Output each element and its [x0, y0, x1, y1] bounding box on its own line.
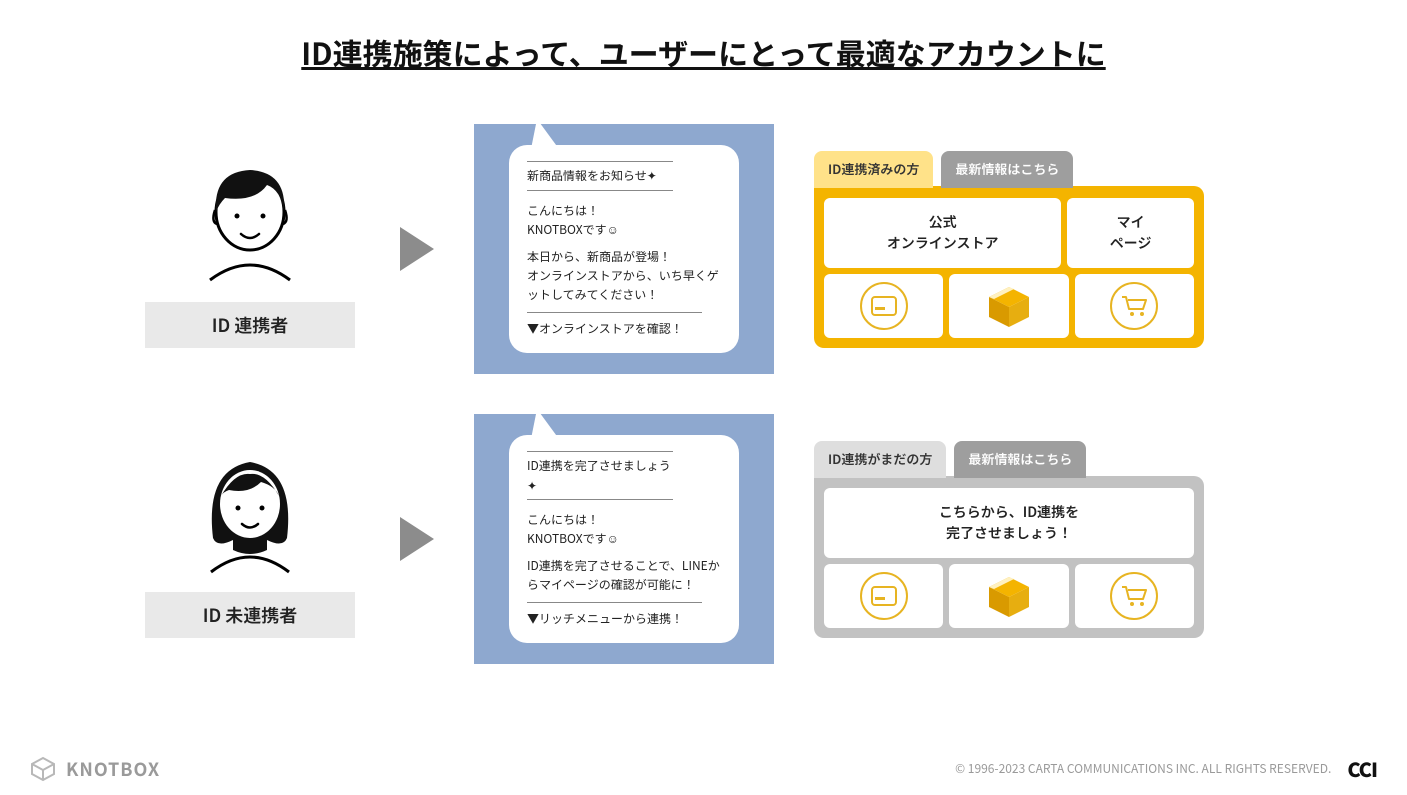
- bubble-header: 新商品情報をお知らせ✦: [527, 161, 673, 190]
- bubble-line: こんにちは！ KNOTBOXです☺: [527, 510, 721, 548]
- brand-logo: KNOTBOX: [30, 756, 160, 782]
- menu-cell-cta[interactable]: こちらから、ID連携を 完了させましょう！: [824, 488, 1194, 558]
- menu-icon-box[interactable]: [949, 274, 1068, 338]
- cart-icon: [1120, 294, 1148, 318]
- arrow-icon: [400, 227, 434, 271]
- bubble-header: ID連携を完了させましょう✦: [527, 451, 673, 499]
- footer: KNOTBOX © 1996-2023 CARTA COMMUNICATIONS…: [0, 754, 1407, 783]
- rich-menu-unlinked: ID連携がまだの方 最新情報はこちら こちらから、ID連携を 完了させましょう！: [814, 441, 1204, 638]
- diagram-rows: ID 連携者 新商品情報をお知らせ✦ こんにちは！ KNOTBOXです☺ 本日か…: [0, 124, 1407, 664]
- persona-label-unlinked: ID 未連携者: [145, 592, 355, 638]
- menu-icon-cart[interactable]: [1075, 274, 1194, 338]
- menu-body: 公式 オンラインストア マイ ページ: [814, 186, 1204, 348]
- menu-icon-cart[interactable]: [1075, 564, 1194, 628]
- menu-tab-left[interactable]: ID連携済みの方: [814, 151, 933, 188]
- copyright: © 1996-2023 CARTA COMMUNICATIONS INC. AL…: [955, 760, 1331, 777]
- persona-linked: ID 連携者: [140, 150, 360, 348]
- arrow-icon: [400, 517, 434, 561]
- menu-cell-online-store[interactable]: 公式 オンラインストア: [824, 198, 1061, 268]
- menu-icon-card[interactable]: [824, 274, 943, 338]
- menu-icon-box[interactable]: [949, 564, 1068, 628]
- cci-logo: CCI: [1347, 754, 1377, 783]
- row-linked: ID 連携者 新商品情報をお知らせ✦ こんにちは！ KNOTBOXです☺ 本日か…: [140, 124, 1267, 374]
- bubble-footer: ▼オンラインストアを確認！: [527, 312, 702, 338]
- bubble-line: こんにちは！ KNOTBOXです☺: [527, 201, 721, 239]
- rich-menu-linked: ID連携済みの方 最新情報はこちら 公式 オンラインストア マイ ページ: [814, 151, 1204, 348]
- menu-tab-left[interactable]: ID連携がまだの方: [814, 441, 946, 478]
- card-icon: [871, 586, 897, 606]
- avatar-female-icon: [185, 440, 315, 580]
- bubble-line: 本日から、新商品が登場！ オンラインストアから、いち早くゲットしてみてください！: [527, 247, 721, 305]
- page-title: ID連携施策によって、ユーザーにとって最適なアカウントに: [0, 0, 1407, 74]
- knotbox-logo-icon: [30, 756, 56, 782]
- persona-unlinked: ID 未連携者: [140, 440, 360, 638]
- brand-name: KNOTBOX: [66, 756, 160, 782]
- cart-icon: [1120, 584, 1148, 608]
- row-unlinked: ID 未連携者 ID連携を完了させましょう✦ こんにちは！ KNOTBOXです☺…: [140, 414, 1267, 664]
- chat-bubble-linked: 新商品情報をお知らせ✦ こんにちは！ KNOTBOXです☺ 本日から、新商品が登…: [474, 124, 774, 374]
- box-icon: [984, 571, 1034, 621]
- bubble-line: ID連携を完了させることで、LINEからマイページの確認が可能に！: [527, 556, 721, 594]
- avatar-male-icon: [185, 150, 315, 290]
- menu-body: こちらから、ID連携を 完了させましょう！: [814, 476, 1204, 638]
- card-icon: [871, 296, 897, 316]
- menu-cell-my-page[interactable]: マイ ページ: [1067, 198, 1194, 268]
- chat-bubble-unlinked: ID連携を完了させましょう✦ こんにちは！ KNOTBOXです☺ ID連携を完了…: [474, 414, 774, 664]
- box-icon: [984, 281, 1034, 331]
- menu-tab-right[interactable]: 最新情報はこちら: [954, 441, 1086, 478]
- menu-icon-card[interactable]: [824, 564, 943, 628]
- persona-label-linked: ID 連携者: [145, 302, 355, 348]
- menu-tab-right[interactable]: 最新情報はこちら: [941, 151, 1073, 188]
- bubble-footer: ▼リッチメニューから連携！: [527, 602, 702, 628]
